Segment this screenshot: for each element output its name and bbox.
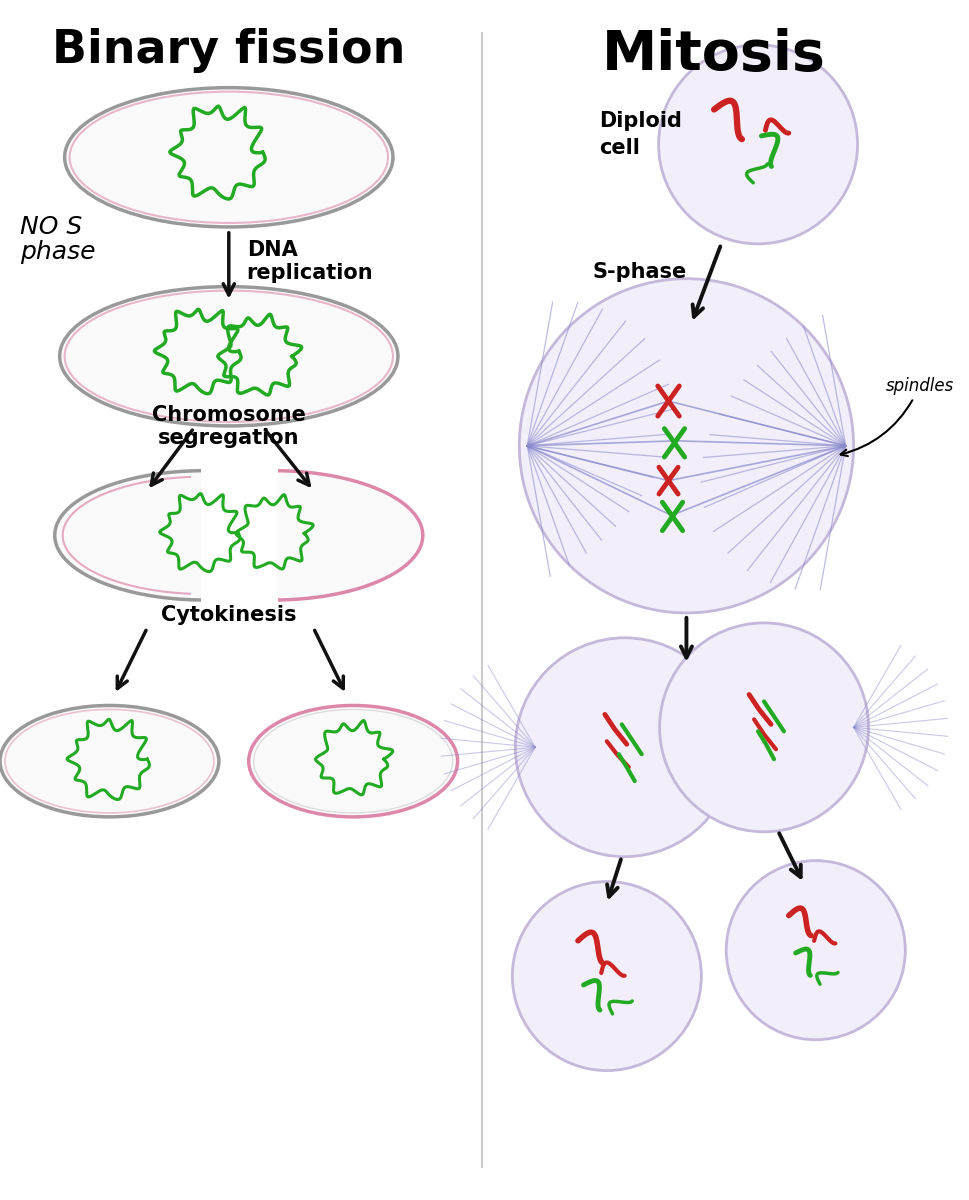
Ellipse shape: [249, 706, 457, 817]
Ellipse shape: [0, 706, 219, 817]
Ellipse shape: [60, 287, 398, 426]
Circle shape: [660, 623, 868, 832]
Text: Cytokinesis: Cytokinesis: [161, 605, 297, 625]
Polygon shape: [55, 470, 203, 600]
Text: Mitosis: Mitosis: [603, 28, 827, 82]
Text: phase: phase: [20, 240, 95, 264]
Circle shape: [519, 278, 854, 613]
Text: Diploid
cell: Diploid cell: [599, 112, 682, 157]
Circle shape: [513, 882, 702, 1070]
Circle shape: [516, 638, 735, 857]
Text: DNA
replication: DNA replication: [247, 240, 373, 283]
Circle shape: [659, 44, 858, 244]
Ellipse shape: [65, 88, 393, 227]
Text: spindles: spindles: [841, 377, 953, 456]
Text: NO S: NO S: [20, 215, 82, 239]
Text: Binary fission: Binary fission: [52, 28, 405, 73]
Text: S-phase: S-phase: [593, 262, 687, 282]
Polygon shape: [273, 470, 422, 600]
Text: Chromosome
segregation: Chromosome segregation: [152, 406, 306, 449]
Circle shape: [726, 860, 905, 1039]
